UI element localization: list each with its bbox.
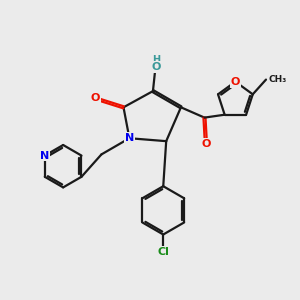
Text: CH₃: CH₃ (269, 75, 287, 84)
Text: O: O (201, 139, 211, 149)
Text: Cl: Cl (157, 247, 169, 257)
Text: O: O (231, 77, 240, 87)
Text: H: H (152, 55, 160, 64)
Text: O: O (152, 62, 161, 72)
Text: O: O (91, 94, 100, 103)
Text: N: N (40, 151, 50, 160)
Text: N: N (125, 133, 134, 143)
